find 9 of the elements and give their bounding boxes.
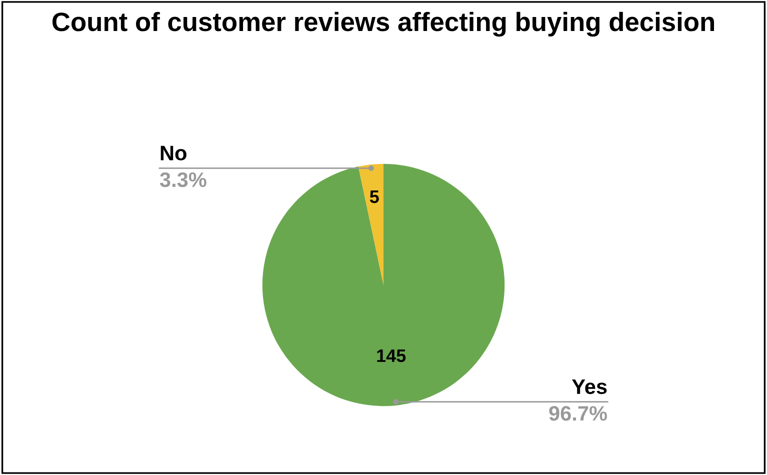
slice-label: Yes	[572, 380, 607, 394]
pie-slice	[358, 164, 384, 285]
pie-slice	[262, 164, 505, 406]
text: 96.7%	[549, 406, 607, 421]
chart-title: Count of customer reviews affecting buying decision	[52, 12, 714, 37]
data-label: 145	[377, 350, 406, 362]
text: 3.3%	[160, 172, 206, 188]
data-label: 5	[370, 190, 379, 204]
slice-label: No	[160, 146, 186, 160]
